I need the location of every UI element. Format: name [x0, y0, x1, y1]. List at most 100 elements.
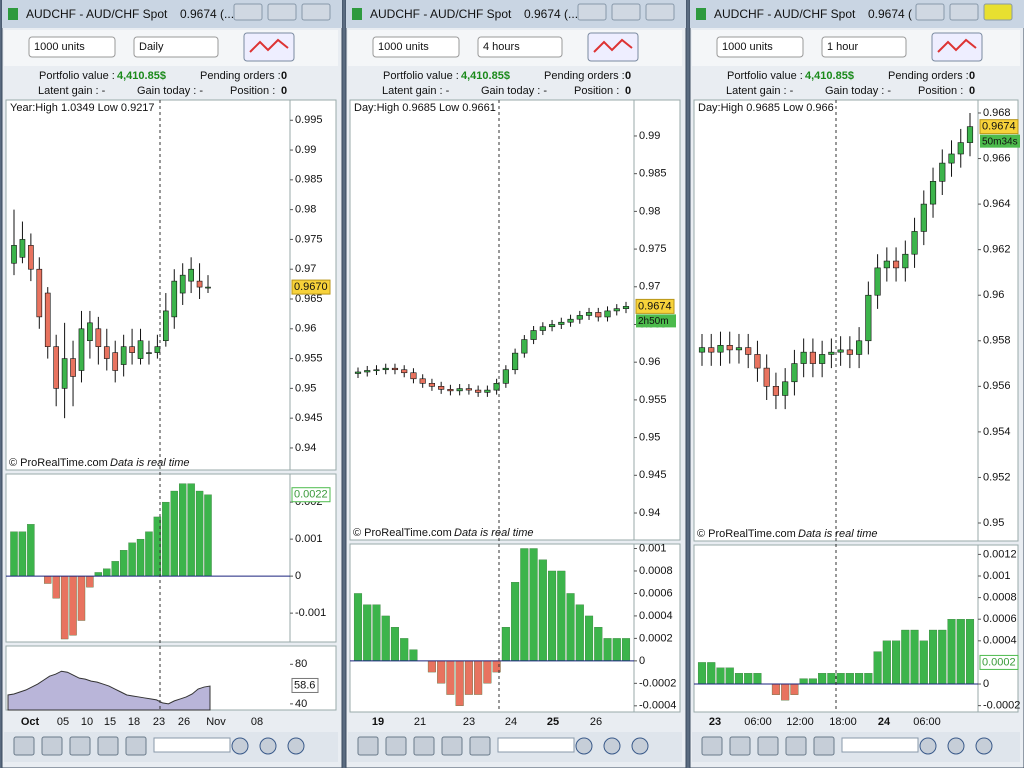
toolbar-icon[interactable]: [97, 736, 119, 756]
chart-tool-icon: [249, 38, 289, 53]
candle-body: [966, 126, 974, 143]
close-button[interactable]: [301, 3, 331, 21]
toolbar-icon[interactable]: [813, 736, 835, 756]
candle-body: [36, 268, 43, 318]
histogram-bar: [716, 667, 725, 685]
toolbar-icon[interactable]: [13, 736, 35, 756]
portfolio-value: 4,410.85$: [461, 70, 510, 82]
toolbar-icon[interactable]: [575, 737, 593, 755]
toolbar-icon[interactable]: [385, 736, 407, 756]
candle-body: [948, 153, 955, 164]
units-dropdown[interactable]: [372, 36, 460, 58]
toolbar-icon[interactable]: [125, 736, 147, 756]
units-text: 1000 units: [378, 41, 429, 53]
toolbar-icon[interactable]: [919, 737, 937, 755]
toolbar-icon[interactable]: [69, 736, 91, 756]
toolbar-icon[interactable]: [757, 736, 779, 756]
chart-tool-button[interactable]: [931, 32, 983, 62]
units-dropdown[interactable]: [28, 36, 116, 58]
timeframe-dropdown[interactable]: [477, 36, 563, 58]
x-tick-label: 08: [251, 716, 263, 728]
chart-tool-button[interactable]: [243, 32, 295, 62]
candle-body: [828, 351, 835, 355]
candle-body: [373, 369, 380, 372]
histogram-bar: [18, 531, 27, 577]
y-tick-label: 0.96: [983, 289, 1004, 301]
toolbar-icon[interactable]: [975, 737, 993, 755]
oscillator-marker: [291, 677, 319, 693]
y-tick-label: -0.0002: [983, 700, 1020, 712]
chart-tool-icon: [937, 38, 977, 53]
y-tick-label: 0.0006: [639, 587, 673, 599]
timeframe-dropdown[interactable]: [821, 36, 907, 58]
histogram-bar: [621, 638, 631, 662]
scrollbar[interactable]: [841, 737, 919, 753]
toolbar-icon[interactable]: [701, 736, 723, 756]
toolbar-icon[interactable]: [631, 737, 649, 755]
y-tick-label: 0.975: [295, 233, 323, 245]
x-tick-label: 06:00: [913, 716, 941, 728]
y-tick-label: 40: [295, 698, 307, 710]
scrollbar[interactable]: [497, 737, 575, 753]
toolbar-icon[interactable]: [729, 736, 751, 756]
maximize-button[interactable]: [267, 3, 297, 21]
toolbar-icon[interactable]: [441, 736, 463, 756]
position-value: 0: [625, 85, 631, 97]
toolbar-icon[interactable]: [469, 736, 491, 756]
y-tick-label: 0.95: [295, 382, 316, 394]
candle-body: [754, 354, 761, 369]
histogram-bar: [381, 615, 390, 662]
y-tick-label: 0.958: [983, 335, 1011, 347]
toolbar-icon[interactable]: [413, 736, 435, 756]
maximize-button[interactable]: [949, 3, 979, 21]
x-tick-label: 12:00: [786, 716, 814, 728]
histogram-bar: [947, 619, 956, 685]
toolbar-icon[interactable]: [259, 737, 277, 755]
pending-value: 0: [625, 70, 631, 82]
latent-gain: Latent gain : -: [726, 85, 794, 97]
close-button[interactable]: [645, 3, 675, 21]
units-dropdown[interactable]: [716, 36, 804, 58]
candle-body: [782, 381, 789, 396]
candle-body: [576, 315, 583, 320]
scrollbar[interactable]: [153, 737, 231, 753]
y-tick-label: 0.956: [983, 380, 1011, 392]
position-label: Position :: [230, 85, 275, 97]
portfolio-value: 4,410.85$: [117, 70, 166, 82]
minimize-button[interactable]: [233, 3, 263, 21]
histogram-bar: [799, 678, 808, 685]
timeframe-dropdown[interactable]: [133, 36, 219, 58]
toolbar-icon[interactable]: [785, 736, 807, 756]
units-text: 1000 units: [34, 41, 85, 53]
histogram-bar: [111, 561, 119, 577]
maximize-button[interactable]: [611, 3, 641, 21]
timer-label: 2h50m: [638, 316, 669, 327]
candle-body: [708, 347, 715, 353]
price-marker: [979, 119, 1019, 135]
position-value: 0: [281, 85, 287, 97]
y-tick-label: 0: [295, 570, 301, 582]
toolbar-icon[interactable]: [357, 736, 379, 756]
minimize-button[interactable]: [915, 3, 945, 21]
toolbar-icon[interactable]: [287, 737, 305, 755]
toolbar-icon[interactable]: [231, 737, 249, 755]
close-button[interactable]: [983, 3, 1013, 21]
candle-body: [726, 345, 733, 351]
chart-tool-button[interactable]: [587, 32, 639, 62]
candle-body: [604, 310, 611, 318]
y-tick-label: 0.985: [639, 168, 667, 180]
candle-body: [120, 346, 127, 365]
y-tick-label: 0.965: [295, 293, 323, 305]
candle-body: [465, 388, 472, 391]
histogram-bar: [538, 559, 547, 662]
toolbar-icon[interactable]: [603, 737, 621, 755]
minimize-button[interactable]: [577, 3, 607, 21]
candle-body: [447, 389, 454, 392]
toolbar-icon[interactable]: [41, 736, 63, 756]
histogram-bar: [195, 490, 204, 577]
histogram-bar: [566, 593, 575, 662]
pending-label: Pending orders :: [888, 70, 969, 82]
toolbar-icon[interactable]: [947, 737, 965, 755]
y-tick-label: 0.975: [639, 243, 667, 255]
